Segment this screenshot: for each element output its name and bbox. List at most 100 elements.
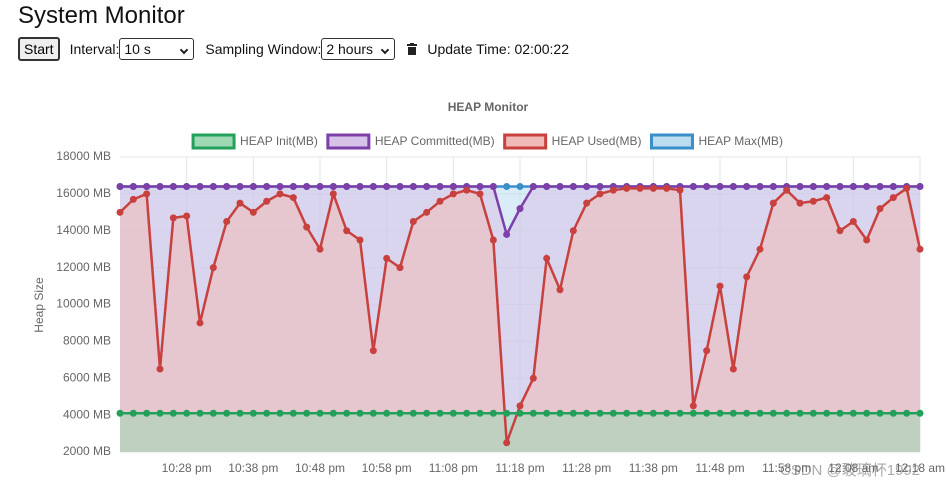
data-point (569, 409, 577, 417)
data-point (796, 183, 804, 190)
data-point (129, 183, 137, 190)
data-point (556, 409, 564, 417)
data-point (676, 186, 684, 194)
data-point (636, 183, 644, 190)
data-point (689, 409, 697, 417)
data-point (436, 197, 444, 205)
data-point (756, 183, 764, 190)
data-point (169, 183, 177, 190)
data-point (169, 409, 177, 417)
data-point (249, 208, 257, 216)
data-point (489, 409, 497, 417)
data-point (489, 183, 497, 190)
data-point (316, 245, 324, 253)
data-point (809, 183, 817, 190)
data-point (769, 199, 777, 207)
data-point (809, 409, 817, 417)
series-line (119, 186, 922, 444)
update-time: Update Time: 02:00:22 (427, 41, 569, 57)
y-tick-label: 16000 MB (56, 186, 111, 200)
data-point (329, 190, 337, 198)
data-point (183, 409, 191, 417)
data-point (583, 199, 591, 207)
data-point (409, 183, 417, 190)
data-point (236, 183, 244, 190)
data-point (596, 183, 604, 190)
data-point (196, 409, 204, 417)
data-point (289, 194, 297, 202)
data-point (369, 409, 377, 417)
data-point (209, 183, 217, 190)
x-tick-label: 11:08 pm (429, 461, 478, 475)
data-point (543, 254, 551, 262)
data-point (729, 365, 737, 373)
data-point (409, 409, 417, 417)
data-point (196, 183, 204, 190)
data-point (823, 183, 831, 190)
data-point (583, 183, 591, 190)
data-point (276, 183, 284, 190)
data-point (196, 319, 204, 327)
data-point (543, 409, 551, 417)
data-point (623, 409, 631, 417)
data-point (783, 409, 791, 417)
x-tick-label: 10:38 pm (228, 461, 278, 475)
data-point (903, 183, 911, 190)
data-point (743, 183, 751, 190)
data-point (303, 183, 311, 190)
data-point (569, 183, 577, 190)
data-point (263, 197, 271, 205)
window-select[interactable]: 2 hours (321, 38, 396, 60)
data-point (369, 347, 377, 355)
data-point (636, 184, 644, 192)
window-label: Sampling Window: (205, 41, 322, 57)
data-point (383, 183, 391, 190)
x-tick-label: 11:38 pm (629, 461, 678, 475)
interval-select[interactable]: 10 s (119, 38, 195, 60)
data-point (729, 183, 737, 190)
data-point (516, 402, 524, 410)
data-point (636, 409, 644, 417)
start-button[interactable]: Start (18, 37, 60, 61)
data-point (569, 183, 577, 190)
data-point (503, 230, 511, 238)
data-point (863, 183, 871, 190)
data-point (636, 183, 644, 190)
legend-swatch (326, 133, 371, 150)
data-point (263, 183, 271, 190)
data-point (449, 183, 457, 190)
data-point (396, 183, 404, 190)
data-point (289, 183, 297, 190)
data-point (556, 183, 564, 190)
data-point (583, 409, 591, 417)
data-point (529, 183, 537, 190)
data-point (716, 409, 724, 417)
data-point (836, 227, 844, 235)
data-point (396, 264, 404, 272)
data-point (249, 183, 257, 190)
data-point (343, 183, 351, 190)
data-point (183, 212, 191, 220)
data-point (743, 409, 751, 417)
data-point (356, 409, 364, 417)
data-point (596, 190, 604, 198)
data-point (503, 183, 511, 190)
data-point (876, 409, 884, 417)
data-point (823, 409, 831, 417)
data-point (276, 409, 284, 417)
data-point (876, 205, 884, 213)
x-tick-label: 10:28 pm (162, 461, 212, 475)
data-point (889, 194, 897, 202)
data-point (583, 183, 591, 190)
page-title: System Monitor (18, 2, 185, 29)
trash-icon[interactable] (407, 43, 418, 55)
legend-label: HEAP Init(MB) (240, 134, 318, 148)
data-point (423, 183, 431, 190)
data-point (663, 409, 671, 417)
data-point (276, 190, 284, 198)
data-point (116, 183, 124, 190)
data-point (756, 183, 764, 190)
data-point (183, 183, 191, 190)
